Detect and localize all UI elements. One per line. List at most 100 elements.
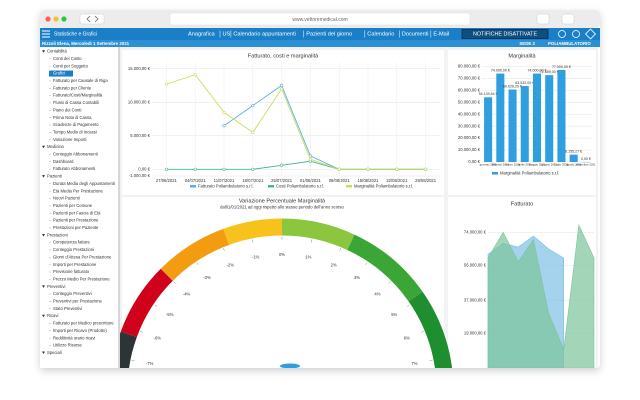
sidebar-item[interactable]: Variazione Importi (53, 137, 87, 142)
point (193, 167, 197, 171)
gauge-tick (388, 281, 391, 284)
point (424, 167, 428, 171)
notifications-box[interactable] (461, 29, 549, 39)
sidebar-item[interactable]: Grafici (53, 71, 65, 76)
sidebar-item[interactable]: Prima Nota di Cassa (53, 115, 92, 120)
chart-title: Marginalità (508, 53, 536, 59)
url: www.vettoremedical.com (292, 17, 347, 23)
value-label: 74.000,00 € (491, 69, 510, 73)
point (222, 167, 226, 171)
sidebar-item[interactable]: Dashboard (53, 159, 74, 164)
section-arrow (42, 145, 45, 149)
tabs-button[interactable] (561, 13, 575, 25)
sidebar-item[interactable]: Importi per Ricavo (Prodotto) (53, 328, 107, 333)
nav-link[interactable]: Documenti (402, 31, 429, 37)
nav-link[interactable]: E-Mail (433, 31, 449, 37)
point (222, 124, 226, 128)
sidebar-section[interactable]: Preventivi (47, 284, 65, 289)
x-tick-label: 01/08/2021 (300, 178, 322, 183)
share-button[interactable] (536, 13, 550, 25)
settings-icon[interactable] (584, 28, 597, 40)
sidebar-item[interactable]: Conti per Soggetto (53, 63, 89, 68)
sidebar-section[interactable]: Prestazioni (47, 232, 68, 237)
sidebar-section[interactable]: Speciali (47, 350, 62, 355)
sidebar-section[interactable]: Ricavi (47, 313, 58, 318)
bar (557, 69, 566, 162)
gauge-tick-label: 1% (305, 255, 311, 260)
sidebar-item[interactable]: Piano dei Conti (53, 107, 81, 112)
nav-link[interactable]: US (223, 31, 231, 37)
search-icon[interactable] (558, 30, 566, 38)
nav-link[interactable]: Anagrafica (188, 31, 216, 37)
legend-swatch (268, 185, 274, 188)
minimize-button[interactable] (53, 16, 59, 22)
sidebar-item[interactable]: Durata Media degli Appuntamenti (53, 181, 115, 186)
sidebar-section[interactable]: Pazienti (47, 174, 62, 179)
y-tick-label: 20.000,00 € (458, 135, 481, 140)
menu-icon[interactable] (42, 30, 50, 38)
sidebar-item[interactable]: Preventivi per Prestazione (53, 299, 103, 304)
gauge-tick-label: 3% (354, 275, 360, 280)
sidebar-item[interactable]: Redditività orario ricavi (53, 335, 95, 340)
x-tick-label: 25/07/2021 (271, 178, 293, 183)
nav-link[interactable]: Pazienti del giorno (306, 31, 352, 37)
y-tick-label: 40.000,00 € (458, 111, 481, 116)
sidebar-section[interactable]: Medicina (47, 144, 64, 149)
sidebar-item[interactable]: Pazienti per Comune (53, 203, 93, 208)
nav-link[interactable]: Calendario (367, 31, 394, 37)
section-arrow (42, 285, 45, 288)
gauge-tick-label: 2% (331, 262, 337, 267)
y-tick-label: 60.000,00 € (458, 87, 481, 92)
sidebar-item[interactable]: Fatturato per Medico prescrittore (53, 321, 114, 326)
sidebar-item[interactable]: Stato Preventivi (53, 306, 82, 311)
sidebar-item[interactable]: Previsione fatturato (53, 269, 90, 274)
sidebar-item[interactable]: Conteggio Abbonamenti (53, 152, 98, 157)
sidebar-item[interactable]: Fatturato per Causale di Riga (53, 78, 108, 83)
sidebar-item[interactable]: Conteggio Prestazioni (53, 247, 94, 252)
x-tick-label: agosto 2021 (566, 163, 582, 167)
y-tick-label: -1.000,00 € (129, 173, 151, 178)
sidebar-item[interactable]: Conti del Costo (53, 56, 82, 61)
url-bar[interactable] (169, 12, 471, 26)
point (251, 103, 255, 108)
chart-subtitle: dal01/01/2021 ad oggi rispetto allo stes… (220, 205, 344, 210)
close-button[interactable] (45, 16, 51, 22)
sidebar-item[interactable]: Tempo Medio di Incassi (53, 129, 97, 134)
x-tick-label: 11/07/2021 (214, 178, 235, 183)
sidebar-item[interactable]: Prezzo Medio Per Prestazione (53, 276, 110, 281)
globe-icon[interactable] (572, 30, 580, 38)
sidebar (40, 47, 118, 368)
sidebar-item[interactable]: Competenza fatture (53, 240, 90, 245)
sidebar-item[interactable]: Fatturato Abbonamenti (53, 166, 95, 171)
zoom-button[interactable] (61, 16, 67, 22)
gauge-tick (406, 304, 410, 307)
sidebar-item[interactable]: Conteggio Preventivi (53, 291, 92, 296)
sidebar-item[interactable]: Utilizzo Risorse (53, 343, 83, 348)
gauge-tick (311, 239, 313, 243)
sidebar-item[interactable]: Fatturato per Cliente (53, 85, 92, 90)
sidebar-item[interactable]: Importi per Prestazione (53, 262, 97, 267)
y-tick-label: 50.000,00 € (458, 99, 481, 104)
sidebar-item[interactable]: Flussi di Cassa Contabili (53, 100, 99, 105)
point (280, 83, 284, 88)
y-tick-label: 15.000,00 € (128, 66, 151, 71)
nav-link[interactable]: Calendario appuntamenti (233, 31, 296, 37)
sidebar-section[interactable]: Contabilità (47, 49, 67, 54)
gauge-tick-label: 6% (404, 335, 410, 340)
sidebar-item[interactable]: Nuovi Pazienti (53, 196, 80, 201)
sidebar-item[interactable]: Giorni d'Attesa Per Prestazione (53, 254, 112, 259)
sidebar-item[interactable]: Fatturato/Costi/Marginalità (53, 93, 103, 98)
nav-buttons[interactable] (79, 13, 105, 25)
sidebar-item[interactable]: Prestazioni per Paziente (53, 225, 99, 230)
sidebar-item[interactable]: Scadenze di Pagamento (53, 122, 99, 127)
gauge-band (281, 218, 355, 251)
gauge-band (120, 331, 137, 368)
value-label: 72.659,00 € (540, 70, 559, 74)
sidebar-item[interactable]: Pazienti per Prestazione (53, 218, 99, 223)
gauge-tick (196, 262, 199, 266)
point (164, 167, 168, 171)
sidebar-item[interactable]: Pazienti per Fascia di Età (53, 210, 101, 215)
gauge-tick (339, 248, 341, 252)
sidebar-item[interactable]: Età Media Per Prestazione (53, 188, 103, 193)
